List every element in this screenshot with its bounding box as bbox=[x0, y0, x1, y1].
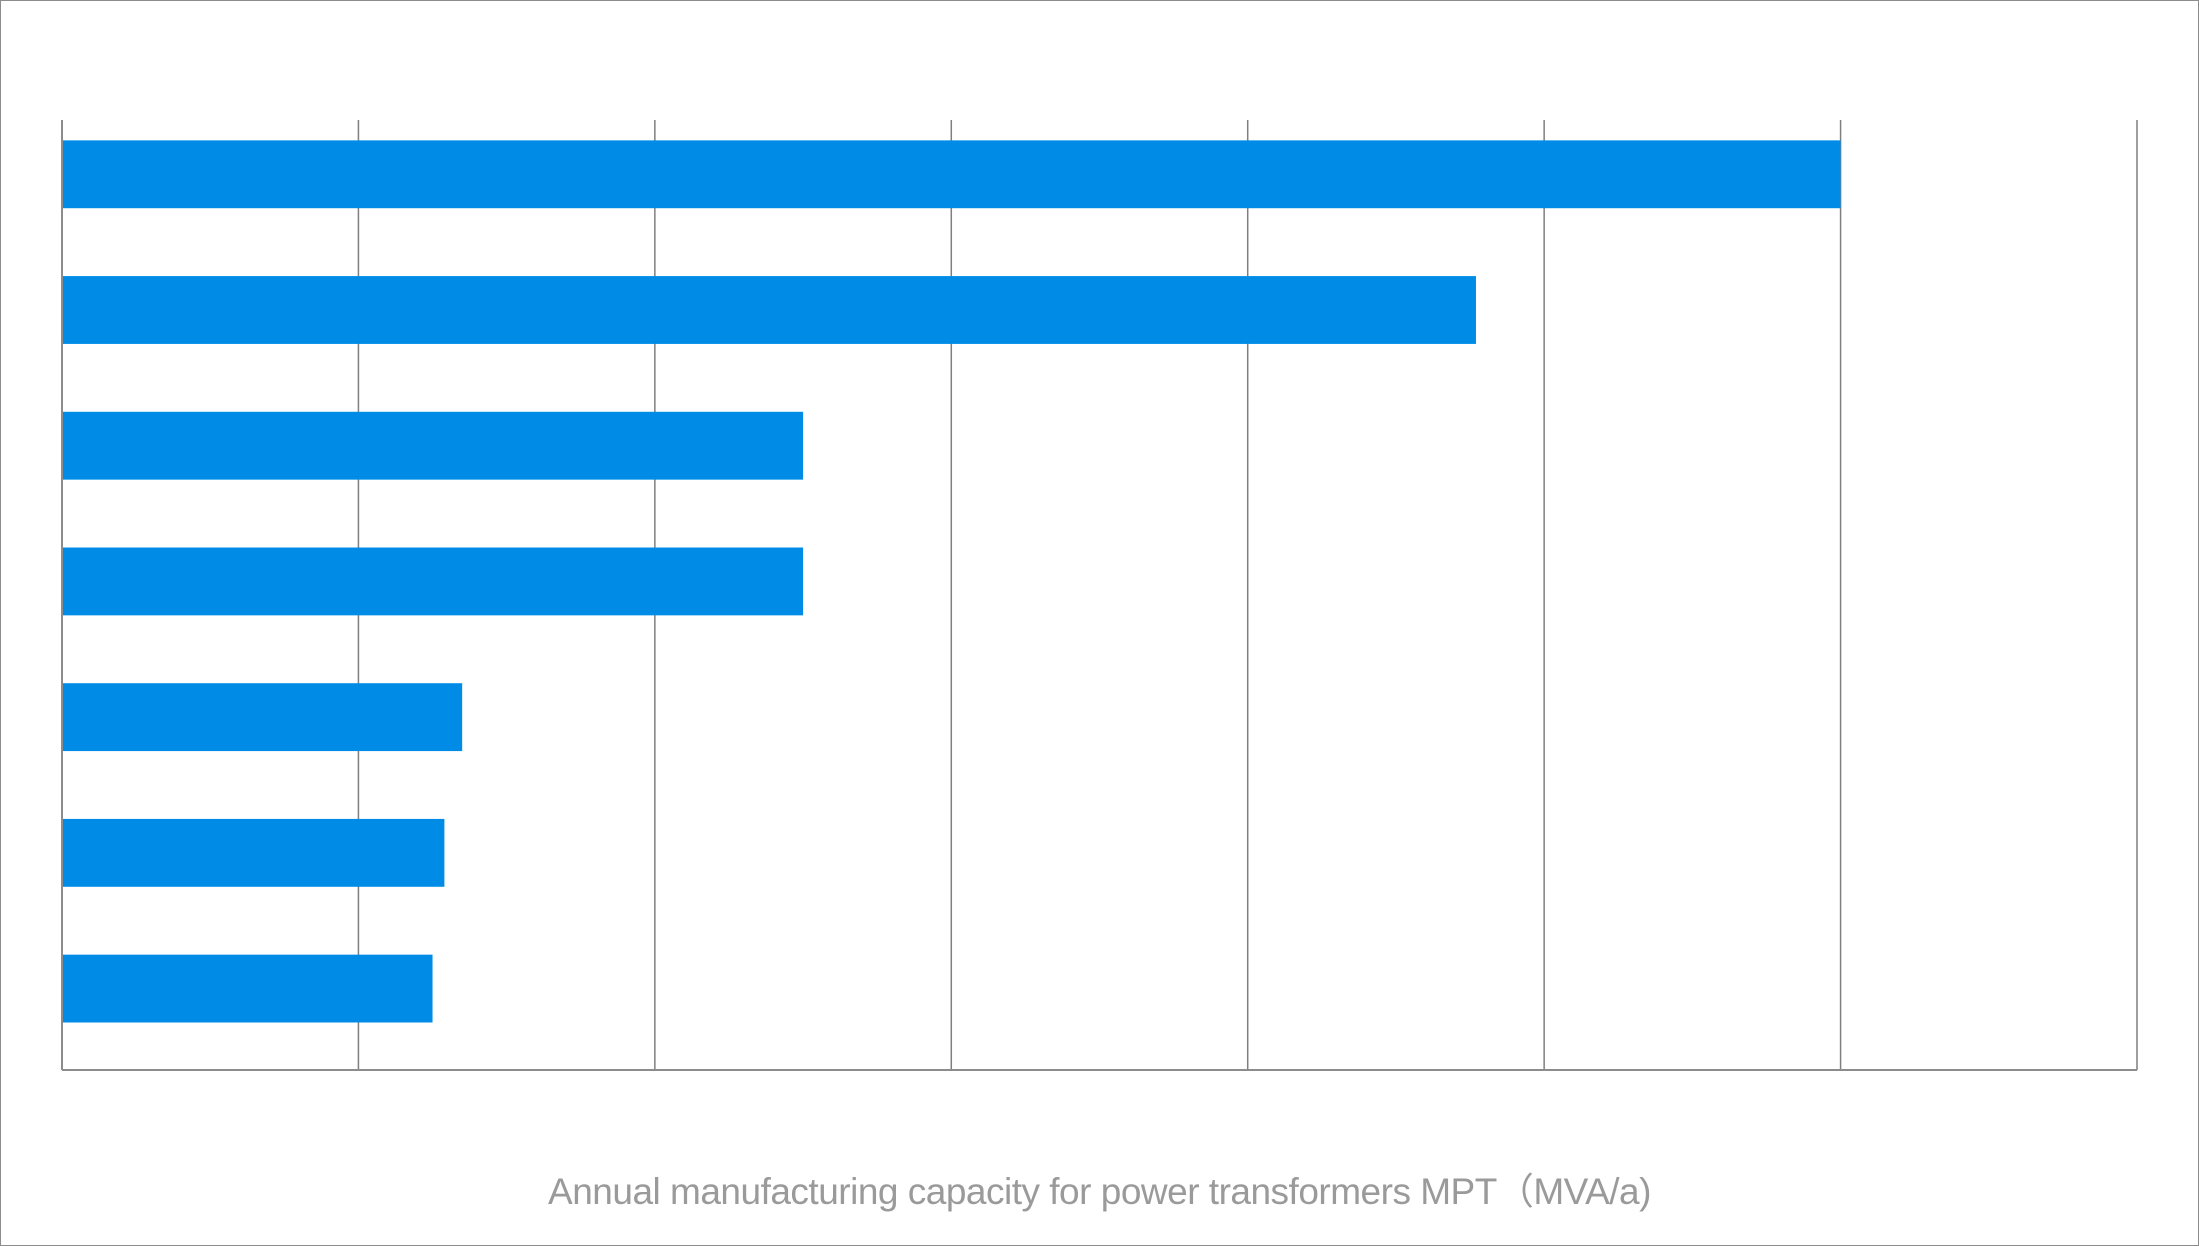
bars bbox=[62, 140, 1841, 1023]
bar-2 bbox=[62, 276, 1476, 344]
x-axis-label: Annual manufacturing capacity for power … bbox=[548, 1171, 1651, 1212]
axes bbox=[61, 120, 2137, 1071]
bar-7 bbox=[62, 954, 433, 1023]
bar-6 bbox=[62, 818, 445, 887]
bar-1 bbox=[62, 140, 1841, 209]
bar-5 bbox=[62, 683, 463, 752]
bar-3 bbox=[62, 411, 804, 480]
bar-4 bbox=[62, 547, 804, 616]
